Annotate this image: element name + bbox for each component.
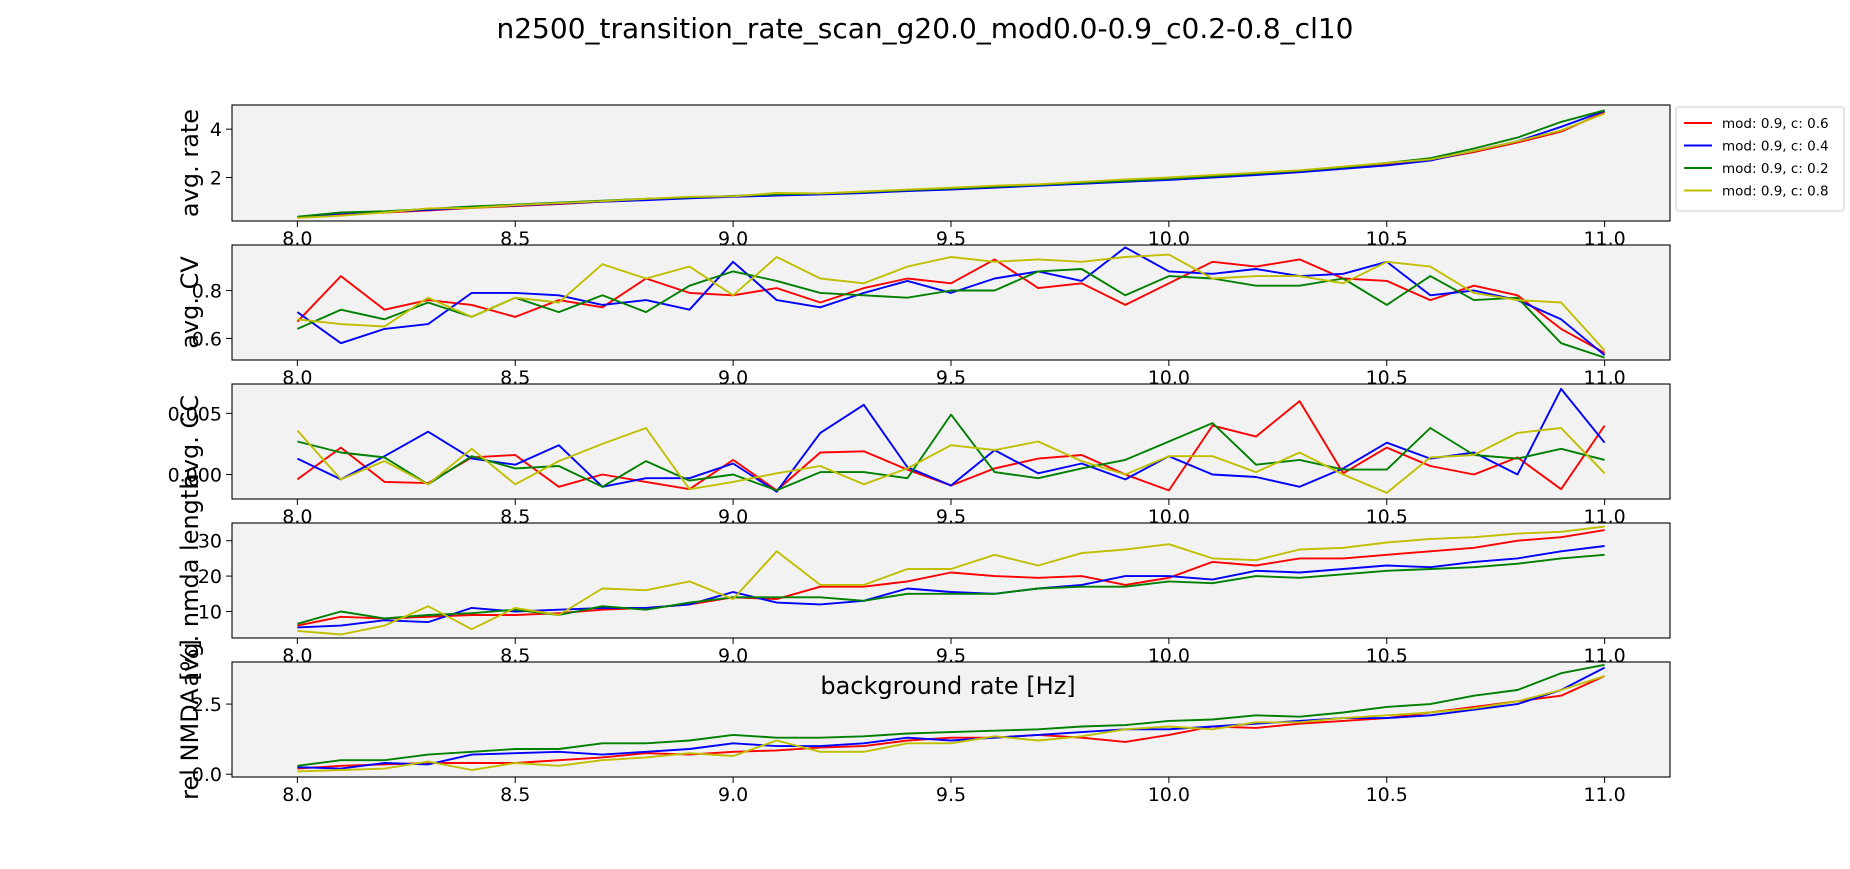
series-line-mod-0-9-c-0-6 bbox=[297, 529, 1605, 627]
y-tick-label: 2.5 bbox=[192, 694, 222, 716]
x-tick-label: 8.0 bbox=[282, 784, 312, 806]
plot-area bbox=[232, 384, 1670, 499]
series-line-mod-0-9-c-0-2 bbox=[297, 663, 1605, 767]
legend: mod: 0.9, c: 0.6 mod: 0.9, c: 0.4 mod: 0.9… bbox=[1675, 106, 1845, 212]
y-tick-label: 0.0 bbox=[192, 764, 222, 786]
x-tick-label: 8.5 bbox=[500, 784, 530, 806]
subplot-panels: 8.0 8.5 9.0 9.5 10.0 10.5 11.0 2 4 avg. rate 8.0 8.… bbox=[168, 104, 1671, 806]
series-line-mod-0-9-c-0-4 bbox=[297, 545, 1605, 629]
y-axis-label: avg. CV bbox=[176, 256, 204, 349]
plot-area bbox=[232, 105, 1670, 221]
x-axis-label: background rate [Hz] bbox=[820, 672, 1075, 700]
x-tick-label: 10.0 bbox=[1148, 784, 1190, 806]
series-line-mod-0-9-c-0-4 bbox=[297, 666, 1606, 770]
legend-entry: mod: 0.9, c: 0.4 bbox=[1684, 139, 1829, 155]
x-tick-label: 10.5 bbox=[1366, 784, 1408, 806]
x-tick-label: 9.5 bbox=[936, 784, 966, 806]
series-line-mod-0-9-c-0-2 bbox=[297, 413, 1605, 492]
series-line-mod-0-9-c-0-6 bbox=[296, 258, 1606, 354]
y-tick-label: 2 bbox=[210, 168, 222, 190]
legend-label: mod: 0.9, c: 0.8 bbox=[1722, 184, 1829, 200]
y-tick-label: 0.000 bbox=[168, 465, 222, 487]
y-tick-label: 30 bbox=[198, 531, 222, 553]
series-line-mod-0-9-c-0-4 bbox=[296, 387, 1606, 493]
legend-label: mod: 0.9, c: 0.4 bbox=[1722, 139, 1829, 155]
series-line-mod-0-9-c-0-8 bbox=[297, 253, 1606, 352]
y-tick-label: 0.005 bbox=[168, 403, 222, 425]
legend-box bbox=[1675, 106, 1845, 212]
y-axis-label: avg. rate bbox=[176, 109, 204, 217]
plot-area bbox=[232, 662, 1670, 777]
y-axis-label: avg. nmda length bbox=[176, 474, 204, 686]
y-tick-label: 4 bbox=[210, 119, 222, 141]
series-line-mod-0-9-c-0-8 bbox=[297, 675, 1605, 773]
x-tick-label: 11.0 bbox=[1583, 784, 1625, 806]
y-tick-label: 20 bbox=[198, 566, 222, 588]
series-line-mod-0-9-c-0-8 bbox=[296, 427, 1606, 494]
series-line-mod-0-9-c-0-2 bbox=[297, 553, 1605, 625]
y-tick-label: 10 bbox=[198, 601, 222, 623]
plot-area bbox=[232, 245, 1670, 360]
legend-entry: mod: 0.9, c: 0.2 bbox=[1684, 161, 1829, 177]
legend-label: mod: 0.9, c: 0.2 bbox=[1722, 161, 1829, 177]
y-tick-label: 0.6 bbox=[192, 328, 222, 350]
y-axis-label: rel NMDA [%] bbox=[176, 639, 204, 800]
legend-label: mod: 0.9, c: 0.6 bbox=[1722, 116, 1829, 132]
y-axis-label: avg. CC bbox=[176, 395, 204, 488]
legend-entry: mod: 0.9, c: 0.8 bbox=[1684, 184, 1829, 200]
series-line-mod-0-9-c-0-8 bbox=[297, 112, 1605, 219]
legend-entry: mod: 0.9, c: 0.6 bbox=[1684, 116, 1829, 132]
figure-title: n2500_transition_rate_scan_g20.0_mod0.0-… bbox=[497, 12, 1354, 45]
plot-area bbox=[232, 523, 1670, 638]
x-tick-label: 9.0 bbox=[718, 784, 748, 806]
series-line-mod-0-9-c-0-8 bbox=[297, 525, 1605, 636]
y-tick-label: 0.8 bbox=[192, 281, 222, 303]
